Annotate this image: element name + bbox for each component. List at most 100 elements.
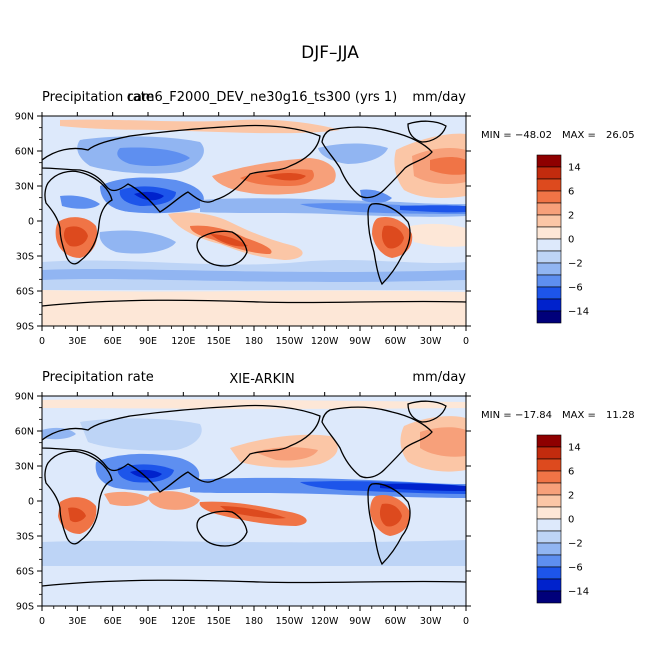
x-tick-label: 30W (420, 336, 442, 347)
colorbar-swatch (536, 446, 562, 460)
colorbar-swatch (536, 530, 562, 544)
x-tick-label: 90W (349, 336, 371, 347)
colorbar-swatch (536, 274, 562, 288)
x-tick-label: 30E (68, 336, 86, 347)
y-tick-label: 60S (16, 287, 34, 298)
page-title: DJF–JJA (301, 43, 359, 63)
colorbar-swatch (536, 506, 562, 520)
colorbar-label: −14 (568, 587, 589, 598)
colorbar-label: 0 (568, 515, 574, 526)
y-tick-label: 30S (16, 252, 34, 263)
colorbar-swatch (536, 542, 562, 556)
x-tick-label: 120E (171, 336, 195, 347)
y-tick-label: 30S (16, 532, 34, 543)
colorbar-swatch (536, 566, 562, 580)
x-tick-label: 90E (139, 336, 157, 347)
y-tick-label: 0 (28, 217, 34, 228)
panel-2-min-value: −17.84 (515, 410, 552, 421)
colorbar-label: −6 (568, 563, 583, 574)
colorbar-label: −2 (568, 539, 583, 550)
colorbar-label: −14 (568, 307, 589, 318)
x-tick-label: 60E (104, 616, 122, 627)
y-tick-label: 60S (16, 567, 34, 578)
panel-1-min-value: −48.02 (515, 130, 552, 141)
panel-2-left-title: Precipitation rate (42, 370, 154, 385)
panel-1-left-title: Precipitation rate (42, 90, 154, 105)
panel-2-units: mm/day (412, 370, 466, 385)
colorbar-swatch (536, 262, 562, 276)
x-tick-label: 120W (311, 336, 339, 347)
y-tick-label: 30N (15, 182, 34, 193)
x-tick-label: 150E (207, 616, 231, 627)
y-tick-label: 60N (15, 147, 34, 158)
colorbar-swatch (536, 250, 562, 264)
x-tick-label: 150W (276, 616, 304, 627)
axes-1: 0 30E 60E 90E 120E 150E 180 150W 120W 90W 60W 30W 09… (15, 112, 471, 347)
panel-2-center-title: XIE-ARKIN (229, 372, 294, 387)
map-2 (42, 396, 466, 606)
x-tick-label: 120E (171, 616, 195, 627)
colorbar-swatch (536, 470, 562, 484)
x-tick-label: 60W (385, 616, 407, 627)
x-tick-label: 60E (104, 336, 122, 347)
colorbar-swatch (536, 518, 562, 532)
y-tick-label: 60N (15, 427, 34, 438)
colorbar-swatch (536, 286, 562, 300)
x-tick-label: 150E (207, 336, 231, 347)
y-tick-label: 90S (16, 602, 34, 613)
colorbar-swatch (536, 458, 562, 472)
x-tick-label: 90W (349, 616, 371, 627)
panel-2-max-value: 11.28 (606, 410, 635, 421)
colorbar-2: 14 6 2 0 −2 −6 −14 (536, 434, 589, 604)
x-tick-label: 0 (463, 616, 469, 627)
x-tick-label: 150W (276, 336, 304, 347)
colorbar-label: 2 (568, 491, 574, 502)
x-tick-label: 0 (39, 336, 45, 347)
x-tick-label: 0 (463, 336, 469, 347)
colorbar-label: 14 (568, 443, 581, 454)
panel-1-max-label: MAX = (562, 130, 596, 141)
y-tick-label: 90N (15, 112, 34, 123)
x-tick-label: 30W (420, 616, 442, 627)
colorbar-label: 6 (568, 467, 574, 478)
colorbar-label: 6 (568, 187, 574, 198)
colorbar-swatch (536, 238, 562, 252)
x-tick-label: 180 (245, 336, 263, 347)
colorbar-swatch (536, 154, 562, 168)
y-tick-label: 0 (28, 497, 34, 508)
colorbar-swatch (536, 214, 562, 228)
x-tick-label: 0 (39, 616, 45, 627)
colorbar-1: 14 6 2 0 −2 −6 −14 (536, 154, 589, 324)
colorbar-swatch (536, 578, 562, 592)
colorbar-swatch (536, 554, 562, 568)
panel-1-min-label: MIN = (481, 130, 512, 141)
panel-2: 0 30E 60E 90E 120E 150E 180 150W 120W 90W 60W 30W 09… (15, 370, 635, 627)
colorbar-swatch (536, 590, 562, 604)
colorbar-swatch (536, 494, 562, 508)
x-tick-label: 60W (385, 336, 407, 347)
colorbar-swatch (536, 434, 562, 448)
panel-1-units: mm/day (412, 90, 466, 105)
panel-1-center-title: cam6_F2000_DEV_ne30g16_ts300 (yrs 1) (127, 90, 397, 105)
panel-1: 0 30E 60E 90E 120E 150E 180 150W 120W 90W 60W 30W 09… (15, 90, 635, 347)
x-tick-label: 180 (245, 616, 263, 627)
colorbar-label: 0 (568, 235, 574, 246)
colorbar-swatch (536, 166, 562, 180)
colorbar-swatch (536, 298, 562, 312)
colorbar-label: −2 (568, 259, 583, 270)
panel-1-max-value: 26.05 (606, 130, 635, 141)
colorbar-swatch (536, 310, 562, 324)
y-tick-label: 90S (16, 322, 34, 333)
colorbar-label: −6 (568, 283, 583, 294)
colorbar-swatch (536, 190, 562, 204)
colorbar-swatch (536, 482, 562, 496)
y-tick-label: 30N (15, 462, 34, 473)
panel-2-max-label: MAX = (562, 410, 596, 421)
x-tick-label: 120W (311, 616, 339, 627)
colorbar-swatch (536, 202, 562, 216)
colorbar-label: 14 (568, 163, 581, 174)
colorbar-label: 2 (568, 211, 574, 222)
colorbar-swatch (536, 226, 562, 240)
panel-2-min-label: MIN = (481, 410, 512, 421)
